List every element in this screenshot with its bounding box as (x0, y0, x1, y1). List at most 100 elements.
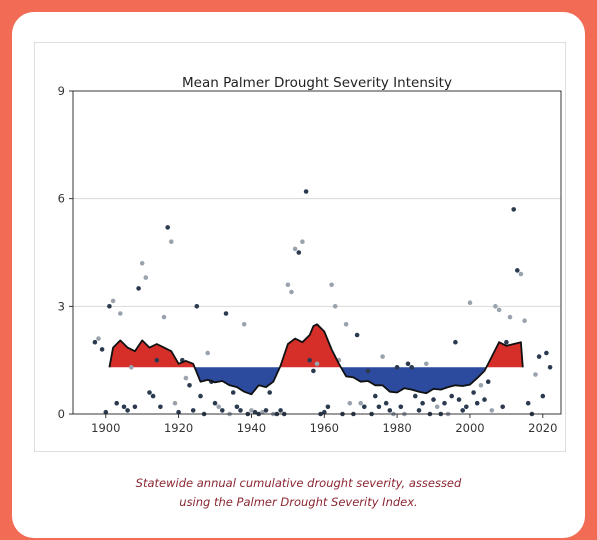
data-point (420, 400, 425, 406)
data-point (424, 361, 429, 367)
y-tick-label: 3 (58, 299, 65, 313)
data-point (307, 357, 313, 363)
data-point (329, 282, 334, 288)
data-point (103, 409, 109, 415)
data-point (453, 339, 458, 345)
data-point (252, 409, 258, 415)
wet-excess-fill (486, 342, 523, 368)
data-point (263, 408, 269, 413)
data-point (515, 268, 520, 273)
data-point (456, 397, 462, 402)
data-point (303, 189, 309, 194)
x-tick-label: 2000 (455, 421, 484, 435)
data-point (387, 408, 393, 413)
data-point (147, 390, 152, 395)
data-point (449, 393, 455, 399)
data-point (536, 354, 542, 359)
data-point (431, 397, 436, 402)
data-point (314, 361, 320, 367)
data-point (154, 357, 160, 363)
data-point (99, 347, 105, 352)
data-point (190, 408, 196, 413)
data-point (161, 314, 167, 320)
data-point (405, 361, 411, 367)
data-point (343, 322, 349, 327)
data-point (496, 307, 502, 313)
data-point (241, 322, 247, 327)
data-point (311, 368, 316, 374)
drought-deficit-fill (340, 367, 487, 394)
data-point (500, 404, 506, 410)
smoothed-curve (108, 323, 524, 396)
axis-ticks: 0 3 6 9 1900 1920 1940 1960 1980 2000 2020 (58, 84, 558, 435)
data-point (300, 239, 305, 244)
data-point (354, 332, 360, 338)
data-point (322, 409, 327, 415)
data-point (362, 404, 367, 410)
x-tick-label: 1980 (382, 421, 411, 435)
data-points (92, 189, 553, 417)
data-point (132, 404, 138, 410)
grid-lines (73, 198, 561, 307)
figure-frame (34, 42, 566, 452)
data-point (332, 304, 338, 309)
data-point (165, 225, 170, 230)
data-point (107, 304, 112, 309)
data-point (260, 409, 265, 415)
data-point (507, 314, 513, 320)
data-point (249, 408, 254, 413)
chart-title: Mean Palmer Drought Severity Intensity (182, 75, 452, 91)
chart-caption: Statewide annual cumulative drought seve… (12, 474, 585, 512)
data-point (198, 393, 203, 399)
data-point (223, 311, 229, 316)
data-point (511, 207, 516, 212)
data-point (474, 400, 480, 406)
x-tick-label: 1960 (310, 421, 339, 435)
data-point (409, 365, 415, 370)
data-point (522, 318, 527, 324)
data-point (96, 336, 101, 341)
data-point (373, 393, 378, 399)
data-point (110, 298, 116, 304)
data-point (383, 400, 389, 406)
data-point (471, 390, 476, 395)
data-point (493, 304, 498, 309)
data-point (325, 404, 331, 410)
data-point (125, 408, 130, 413)
data-point (285, 282, 291, 288)
data-point (183, 375, 189, 381)
drought-deficit-fill (194, 367, 280, 395)
data-point (482, 397, 487, 402)
data-point (464, 404, 469, 410)
data-point (358, 400, 364, 406)
data-point (230, 390, 236, 395)
data-point (467, 300, 473, 306)
data-point (485, 379, 491, 385)
data-point (267, 390, 272, 395)
drought-chart: 0 3 6 9 1900 1920 1940 1960 1980 2000 2020 Mean Pa… (34, 42, 566, 452)
data-point (347, 400, 353, 406)
data-point (129, 365, 134, 370)
data-point (234, 404, 240, 410)
data-point (187, 383, 192, 388)
x-tick-label: 1940 (237, 421, 266, 435)
data-point (460, 408, 466, 413)
caption-line-1: Statewide annual cumulative drought seve… (135, 476, 462, 490)
data-point (540, 393, 546, 399)
x-tick-label: 1920 (164, 421, 193, 435)
data-point (547, 365, 553, 370)
data-point (289, 289, 294, 295)
caption-line-2: using the Palmer Drought Severity Index. (179, 495, 418, 509)
data-point (205, 350, 210, 356)
data-point (398, 404, 404, 410)
data-point (292, 246, 298, 252)
wet-excess-fill (109, 340, 195, 368)
data-point (169, 239, 174, 244)
y-tick-label: 6 (58, 192, 65, 206)
data-point (533, 372, 538, 377)
data-point (216, 404, 221, 410)
data-point (212, 400, 218, 406)
plot-area (72, 90, 562, 415)
data-point (376, 404, 382, 410)
chart-card: 0 3 6 9 1900 1920 1940 1960 1980 2000 2020 Mean Pa… (12, 12, 585, 538)
